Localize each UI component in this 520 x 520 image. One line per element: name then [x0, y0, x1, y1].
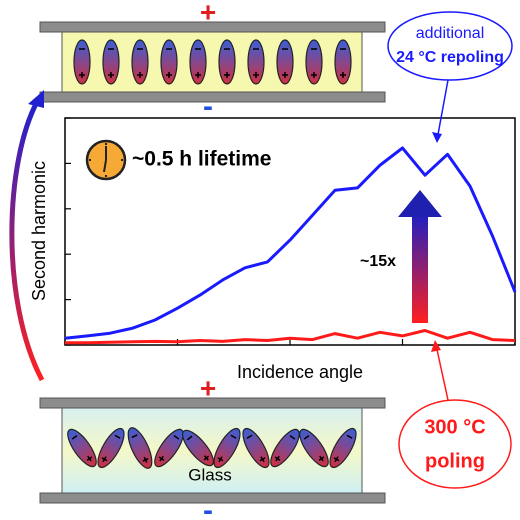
molecule: [334, 39, 352, 85]
lifetime-label: ~0.5 h lifetime: [132, 148, 271, 171]
curved-arrow: [9, 98, 45, 382]
blue-callout: [387, 11, 513, 81]
molecule: [97, 427, 125, 469]
molecule-body: [305, 39, 323, 85]
molecule-sign: [246, 434, 253, 439]
ratio-label: ~15x: [360, 253, 396, 270]
molecule-sign: [319, 455, 324, 462]
molecule-body: [329, 427, 357, 469]
minus-sign: -: [203, 494, 213, 520]
series-line: [65, 329, 516, 345]
glass-label: Glass: [188, 465, 231, 484]
molecule-sign: [87, 455, 92, 462]
molecule-sign: [203, 455, 209, 461]
molecule-body: [276, 39, 294, 85]
molecule-sign: [334, 456, 339, 463]
arrow-head: [28, 90, 44, 108]
molecule-sign: [230, 434, 237, 439]
molecule-body: [160, 39, 178, 85]
molecule-body: [242, 427, 270, 469]
callout-text: 24 °C repoling: [396, 49, 504, 66]
molecule-body: [218, 39, 236, 85]
molecule: [247, 39, 265, 85]
molecule-sign: [102, 456, 107, 463]
molecule: [299, 428, 329, 468]
molecule: [181, 429, 215, 467]
molecule: [305, 39, 323, 85]
molecule-sign: [159, 455, 164, 462]
clock-icon: [85, 139, 127, 181]
molecule-body: [334, 39, 352, 85]
molecule-sign: [71, 435, 78, 440]
molecule-sign: [114, 434, 121, 439]
molecule: [329, 427, 357, 469]
molecule-body: [189, 39, 207, 85]
molecule-body: [97, 427, 125, 469]
molecule-body: [247, 39, 265, 85]
molecule: [276, 39, 294, 85]
molecule-sign: [303, 435, 310, 440]
molecule-sign: [275, 455, 280, 462]
molecule-sign: [218, 456, 223, 463]
callout-text: poling: [425, 450, 485, 472]
series-line: [64, 146, 517, 340]
molecule: [189, 39, 207, 85]
x-axis-label: Incidence angle: [237, 362, 363, 382]
molecule-sign: [173, 435, 180, 440]
y-axis-label: Second harmonic: [29, 161, 49, 301]
callout-pointer: [436, 79, 449, 141]
red-callout: [398, 399, 512, 489]
molecule-body: [127, 427, 153, 469]
plus-sign: +: [200, 0, 216, 27]
arrow-head: [432, 132, 442, 143]
molecule-sign: [143, 456, 148, 463]
molecule-body: [131, 39, 149, 85]
molecule: [213, 427, 241, 469]
molecule-sign: [346, 434, 353, 439]
minus-sign: -: [203, 90, 213, 123]
molecule-sign: [289, 435, 296, 440]
molecule: [242, 427, 270, 469]
molecule-body: [213, 427, 241, 469]
molecule: [102, 39, 120, 85]
plus-sign: +: [200, 372, 216, 403]
molecule: [154, 428, 184, 468]
molecule-sign: [131, 434, 138, 439]
ratio-arrow: [412, 215, 428, 323]
molecule: [67, 428, 97, 468]
molecule-sign: [260, 456, 265, 463]
bottom-plate: [39, 397, 386, 504]
molecule: [73, 39, 91, 85]
molecule-sign: [186, 435, 193, 441]
arrow-head: [398, 190, 442, 217]
molecule: [160, 39, 178, 85]
top-plate: [39, 21, 386, 103]
molecule-body: [73, 39, 91, 85]
callout-pointer: [435, 344, 449, 401]
molecule: [218, 39, 236, 85]
molecule: [131, 39, 149, 85]
callout-text: 300 °C: [424, 416, 485, 438]
molecule: [270, 428, 300, 468]
molecule-body: [102, 39, 120, 85]
arrow-head: [431, 340, 441, 352]
molecule: [127, 427, 153, 469]
callout-text: additional: [416, 25, 485, 42]
